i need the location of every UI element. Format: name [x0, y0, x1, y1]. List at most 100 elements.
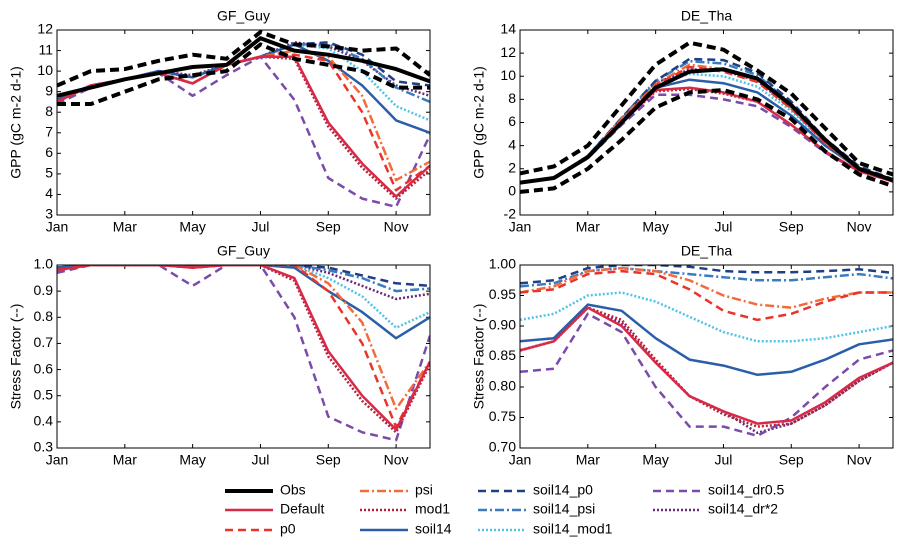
- x-tick-label: Jul: [715, 452, 733, 468]
- series-line: [520, 269, 893, 322]
- series-line: [520, 303, 893, 377]
- y-tick-label: 2: [508, 159, 516, 175]
- x-tick-label: Nov: [847, 219, 872, 235]
- x-tick-label: Jul: [252, 219, 270, 235]
- plot-area: [520, 40, 893, 194]
- y-tick-label: 4: [508, 136, 516, 152]
- y-tick-label: 0.70: [489, 439, 516, 455]
- y-axis-label: GPP (gC m-2 d-1): [471, 66, 487, 179]
- series-line: [57, 265, 430, 431]
- y-tick-label: -2: [504, 206, 517, 222]
- series-line: [520, 265, 893, 285]
- x-tick-label: Mar: [576, 219, 600, 235]
- legend: Obs Default p0 psi mod1 soil14 soil14_p0 soil14…: [225, 482, 784, 537]
- legend-label: p0: [280, 521, 296, 537]
- y-axis-label: Stress Factor (--): [8, 304, 24, 410]
- y-tick-label: 0: [508, 183, 516, 199]
- x-tick-label: Jul: [252, 452, 270, 468]
- y-tick-label: 3: [45, 206, 53, 222]
- obs-lower: [57, 42, 430, 106]
- y-tick-label: 0.5: [34, 386, 54, 402]
- legend-label: soil14: [415, 521, 452, 537]
- y-tick-label: 6: [45, 144, 53, 160]
- plot-area: [520, 265, 893, 438]
- legend-label: soil14_mod1: [533, 521, 613, 537]
- panel-title: DE_Tha: [681, 8, 733, 24]
- y-tick-label: 10: [500, 67, 516, 83]
- y-tick-label: 7: [45, 123, 53, 139]
- series-line: [520, 266, 893, 288]
- series-line: [520, 86, 893, 184]
- series-line: [520, 306, 893, 435]
- series-line: [520, 266, 893, 309]
- legend-label: Default: [280, 501, 324, 517]
- y-tick-label: 8: [45, 103, 53, 119]
- series-line: [520, 306, 893, 428]
- series-line: [520, 67, 893, 185]
- y-tick-label: 0.8: [34, 308, 54, 324]
- x-tick-label: May: [179, 452, 205, 468]
- series-line: [57, 265, 430, 411]
- plot-area: [57, 265, 430, 442]
- y-tick-label: 12: [500, 44, 516, 60]
- x-tick-label: May: [642, 452, 668, 468]
- legend-label: Obs: [280, 482, 306, 498]
- obs-upper: [57, 30, 430, 88]
- y-axis-label: GPP (gC m-2 d-1): [8, 66, 24, 179]
- y-tick-label: 8: [508, 90, 516, 106]
- y-tick-label: 14: [500, 21, 516, 37]
- y-tick-label: 0.90: [489, 317, 516, 333]
- panel: DE_Tha GPP (gC m-2 d-1) -2 0 2 4 6 8 10 12 14 Jan Ma…: [471, 8, 894, 235]
- y-tick-label: 6: [508, 113, 516, 129]
- x-tick-label: Nov: [847, 452, 872, 468]
- legend-label: psi: [415, 482, 433, 498]
- y-tick-label: 0.4: [34, 413, 54, 429]
- x-tick-label: Jan: [46, 219, 69, 235]
- x-tick-label: Mar: [113, 452, 137, 468]
- x-tick-label: Sep: [316, 219, 341, 235]
- y-tick-label: 0.7: [34, 334, 54, 350]
- x-tick-label: Nov: [384, 219, 409, 235]
- x-tick-label: Mar: [113, 219, 137, 235]
- series-line: [57, 36, 430, 98]
- legend-label: soil14_p0: [533, 482, 593, 498]
- panel: DE_Tha Stress Factor (--) 0.70 0.75 0.80 0.85…: [471, 243, 894, 468]
- series-line: [520, 78, 893, 184]
- plot-frame: [56, 264, 431, 449]
- panel-title: DE_Tha: [681, 243, 733, 259]
- series-line: [57, 265, 430, 429]
- y-tick-label: 9: [45, 82, 53, 98]
- plot-frame: [56, 29, 431, 216]
- y-tick-label: 0.9: [34, 282, 54, 298]
- y-tick-label: 11: [38, 41, 53, 57]
- x-tick-label: Sep: [316, 452, 341, 468]
- legend-label: mod1: [415, 501, 450, 517]
- x-tick-label: May: [642, 219, 668, 235]
- x-tick-label: Nov: [384, 452, 409, 468]
- x-tick-label: Jan: [509, 219, 532, 235]
- y-tick-label: 1.0: [34, 256, 54, 272]
- x-tick-label: Sep: [779, 452, 804, 468]
- y-tick-label: 0.75: [489, 408, 516, 424]
- obs-lower: [520, 88, 893, 194]
- legend-label: soil14_dr*2: [708, 501, 778, 517]
- y-tick-label: 0.6: [34, 360, 54, 376]
- y-axis-label: Stress Factor (--): [471, 304, 487, 410]
- x-tick-label: Jul: [715, 219, 733, 235]
- legend-label: soil14_dr0.5: [708, 482, 784, 498]
- x-tick-label: Sep: [779, 219, 804, 235]
- series-line: [520, 87, 893, 184]
- y-tick-label: 12: [37, 21, 53, 37]
- y-tick-label: 0.3: [34, 439, 54, 455]
- plot-frame: [519, 264, 894, 449]
- y-tick-label: 10: [37, 62, 53, 78]
- y-tick-label: 0.95: [489, 286, 516, 302]
- series-line: [520, 306, 893, 425]
- y-tick-label: 0.85: [489, 347, 516, 363]
- series-line: [57, 265, 430, 434]
- series-line: [57, 265, 430, 340]
- series-line: [520, 312, 893, 438]
- series-line: [57, 265, 430, 293]
- series-line: [520, 291, 893, 343]
